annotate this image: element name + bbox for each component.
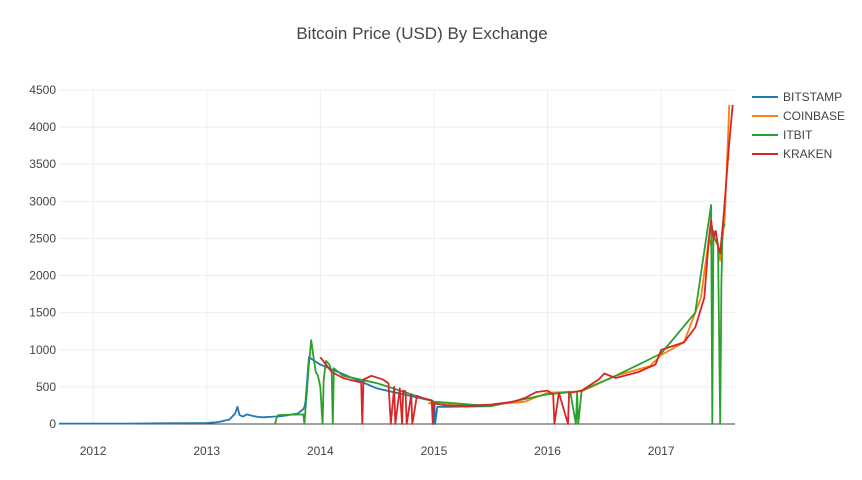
x-tick-label: 2014 bbox=[307, 444, 334, 458]
series-line-kraken[interactable] bbox=[319, 104, 734, 425]
y-tick-label: 4500 bbox=[29, 83, 56, 97]
legend-item-itbit[interactable]: ITBIT bbox=[752, 128, 813, 142]
series-line-itbit[interactable] bbox=[274, 204, 726, 425]
y-tick-label: 500 bbox=[36, 380, 56, 394]
legend-item-coinbase[interactable]: COINBASE bbox=[752, 109, 845, 123]
y-tick-label: 4000 bbox=[29, 120, 56, 134]
x-tick-label: 2012 bbox=[80, 444, 107, 458]
legend-label: BITSTAMP bbox=[783, 90, 842, 104]
x-tick-label: 2016 bbox=[534, 444, 561, 458]
grid-lines bbox=[59, 89, 735, 425]
axis-tick-labels: 0 500 1000 1500 2000 2500 3000 3500 4000 4500 2012… bbox=[29, 83, 675, 458]
y-tick-label: 1000 bbox=[29, 343, 56, 357]
y-tick-label: 3500 bbox=[29, 157, 56, 171]
legend-label: ITBIT bbox=[783, 128, 813, 142]
y-tick-label: 2500 bbox=[29, 231, 56, 245]
legend-item-kraken[interactable]: KRAKEN bbox=[752, 147, 832, 161]
legend-label: COINBASE bbox=[783, 109, 845, 123]
x-tick-label: 2017 bbox=[648, 444, 675, 458]
y-tick-label: 1500 bbox=[29, 306, 56, 320]
y-tick-label: 0 bbox=[49, 417, 56, 431]
series-layer bbox=[59, 104, 734, 425]
x-tick-label: 2015 bbox=[421, 444, 448, 458]
y-tick-label: 3000 bbox=[29, 194, 56, 208]
legend[interactable]: BITSTAMP COINBASE ITBIT KRAKEN bbox=[752, 90, 845, 161]
chart-title: Bitcoin Price (USD) By Exchange bbox=[296, 24, 548, 43]
y-tick-label: 2000 bbox=[29, 269, 56, 283]
series-line-coinbase[interactable] bbox=[428, 104, 731, 407]
x-tick-label: 2013 bbox=[193, 444, 220, 458]
series-line-bitstamp[interactable] bbox=[59, 356, 491, 425]
legend-label: KRAKEN bbox=[783, 147, 832, 161]
legend-item-bitstamp[interactable]: BITSTAMP bbox=[752, 90, 842, 104]
